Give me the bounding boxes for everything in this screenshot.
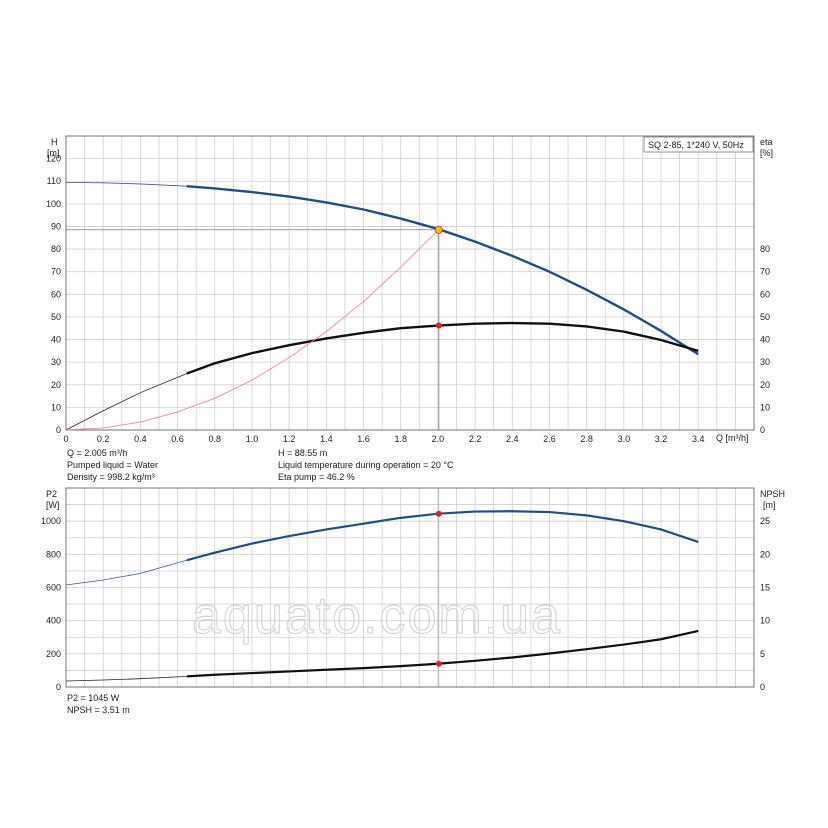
series-line-operating-1	[186, 321, 699, 375]
bottom-chart-grid	[66, 488, 754, 688]
info-eta: Eta pump = 46.2 %	[278, 472, 355, 482]
x-tick-label: 2.0	[432, 434, 445, 444]
info-density: Density = 998.2 kg/m³	[67, 472, 155, 482]
left-tick-label: 1000	[41, 516, 61, 526]
left-tick-label: 100	[46, 199, 61, 209]
left-tick-label: 70	[51, 267, 61, 277]
left-tick-label: 30	[51, 357, 61, 367]
eta-point-marker	[435, 322, 442, 329]
left-tick-label: 600	[46, 583, 61, 593]
legend-label: SQ 2-85, 1*240 V, 50Hz	[648, 140, 744, 150]
right-tick-label: 30	[760, 357, 770, 367]
top-chart-grid	[66, 136, 754, 431]
info-temperature: Liquid temperature during operation = 20…	[278, 460, 454, 470]
x-tick-label: 2.4	[506, 434, 519, 444]
right-tick-label: 10	[760, 402, 770, 412]
left-tick-label: 110	[47, 176, 61, 186]
series-line-operating-0	[186, 510, 699, 562]
right-tick-label: 25	[760, 516, 770, 526]
head-axis-unit: [m]	[47, 148, 60, 158]
npsh-point-marker	[435, 660, 442, 667]
x-tick-label: 3.2	[655, 434, 668, 444]
npsh-axis-unit: [m]	[763, 500, 776, 510]
power-axis-label: P2	[46, 489, 57, 499]
eta-axis-label: eta	[760, 137, 773, 147]
right-tick-label: 70	[760, 267, 770, 277]
operating-point-marker	[434, 225, 443, 234]
left-tick-label: 80	[51, 244, 61, 254]
eta-axis-unit: [%]	[760, 148, 773, 158]
right-tick-label: 20	[760, 549, 770, 559]
x-tick-label: 0	[63, 434, 68, 444]
info-head: H = 88.55 m	[278, 448, 327, 458]
top-x-tick-labels: 0 0.2 0.4 0.6 0.8 1.0 1.2 1.4 1.6 1.8 2.0 2.2 2.4 2.6…	[63, 434, 704, 444]
left-tick-label: 0	[56, 425, 61, 435]
x-tick-label: 2.2	[469, 434, 482, 444]
info-npsh: NPSH = 3.51 m	[67, 705, 130, 715]
right-tick-label: 60	[760, 289, 770, 299]
legend-box	[643, 136, 754, 153]
left-tick-label: 200	[46, 649, 61, 659]
top-operating-point	[66, 225, 443, 430]
left-tick-label: 400	[46, 616, 61, 626]
watermark: aquato.com.ua	[192, 587, 562, 645]
x-tick-label: 0.2	[97, 434, 110, 444]
right-tick-label: 0	[760, 682, 765, 692]
right-tick-label: 50	[760, 312, 770, 322]
x-tick-label: 1.2	[283, 434, 296, 444]
right-tick-label: 40	[760, 335, 770, 345]
left-tick-label: 120	[46, 154, 61, 164]
info-flow: Q = 2.005 m³/h	[67, 448, 127, 458]
bottom-left-tick-labels: 0 200 400 600 800 1000	[41, 516, 61, 692]
left-tick-label: 10	[51, 402, 61, 412]
top-right-tick-labels: 0 10 20 30 40 50 60 70 80	[760, 244, 770, 435]
series-line-operating-0	[186, 185, 699, 356]
x-tick-label: 0.8	[208, 434, 221, 444]
x-tick-label: 1.0	[246, 434, 259, 444]
bottom-chart-frame	[65, 487, 755, 688]
right-tick-label: 15	[760, 583, 770, 593]
info-liquid: Pumped liquid = Water	[67, 460, 158, 470]
x-tick-label: 3.4	[692, 434, 705, 444]
bottom-operating-point	[435, 488, 442, 687]
x-tick-label: 0.6	[171, 434, 184, 444]
right-tick-label: 80	[760, 244, 770, 254]
bottom-right-tick-labels: 0 5 10 15 20 25	[760, 516, 770, 692]
right-tick-label: 10	[760, 616, 770, 626]
left-tick-label: 20	[51, 380, 61, 390]
left-tick-label: 40	[51, 335, 61, 345]
x-tick-label: 1.6	[357, 434, 370, 444]
left-tick-label: 60	[51, 289, 61, 299]
right-tick-label: 20	[760, 380, 770, 390]
x-tick-label: 2.8	[580, 434, 593, 444]
x-tick-label: 1.4	[320, 434, 333, 444]
top-left-tick-labels: 0 10 20 30 40 50 60 70 80 90 100 110 120	[46, 154, 61, 435]
head-axis-label: H	[51, 137, 58, 147]
left-tick-label: 90	[51, 221, 61, 231]
series-line-2	[65, 229, 440, 431]
x-tick-label: 0.4	[134, 434, 147, 444]
left-tick-label: 800	[46, 549, 61, 559]
power-axis-unit: [W]	[46, 500, 60, 510]
top-chart-frame	[65, 135, 755, 431]
x-tick-label: 3.0	[618, 434, 631, 444]
flow-axis-unit: Q [m³/h]	[716, 433, 749, 443]
x-tick-label: 2.6	[543, 434, 556, 444]
left-tick-label: 50	[51, 312, 61, 322]
x-tick-label: 1.8	[394, 434, 407, 444]
power-point-marker	[435, 510, 442, 517]
right-tick-label: 5	[760, 649, 765, 659]
left-tick-label: 0	[56, 682, 61, 692]
npsh-axis-label: NPSH	[760, 489, 785, 499]
right-tick-label: 0	[760, 425, 765, 435]
info-power: P2 = 1045 W	[67, 693, 120, 703]
